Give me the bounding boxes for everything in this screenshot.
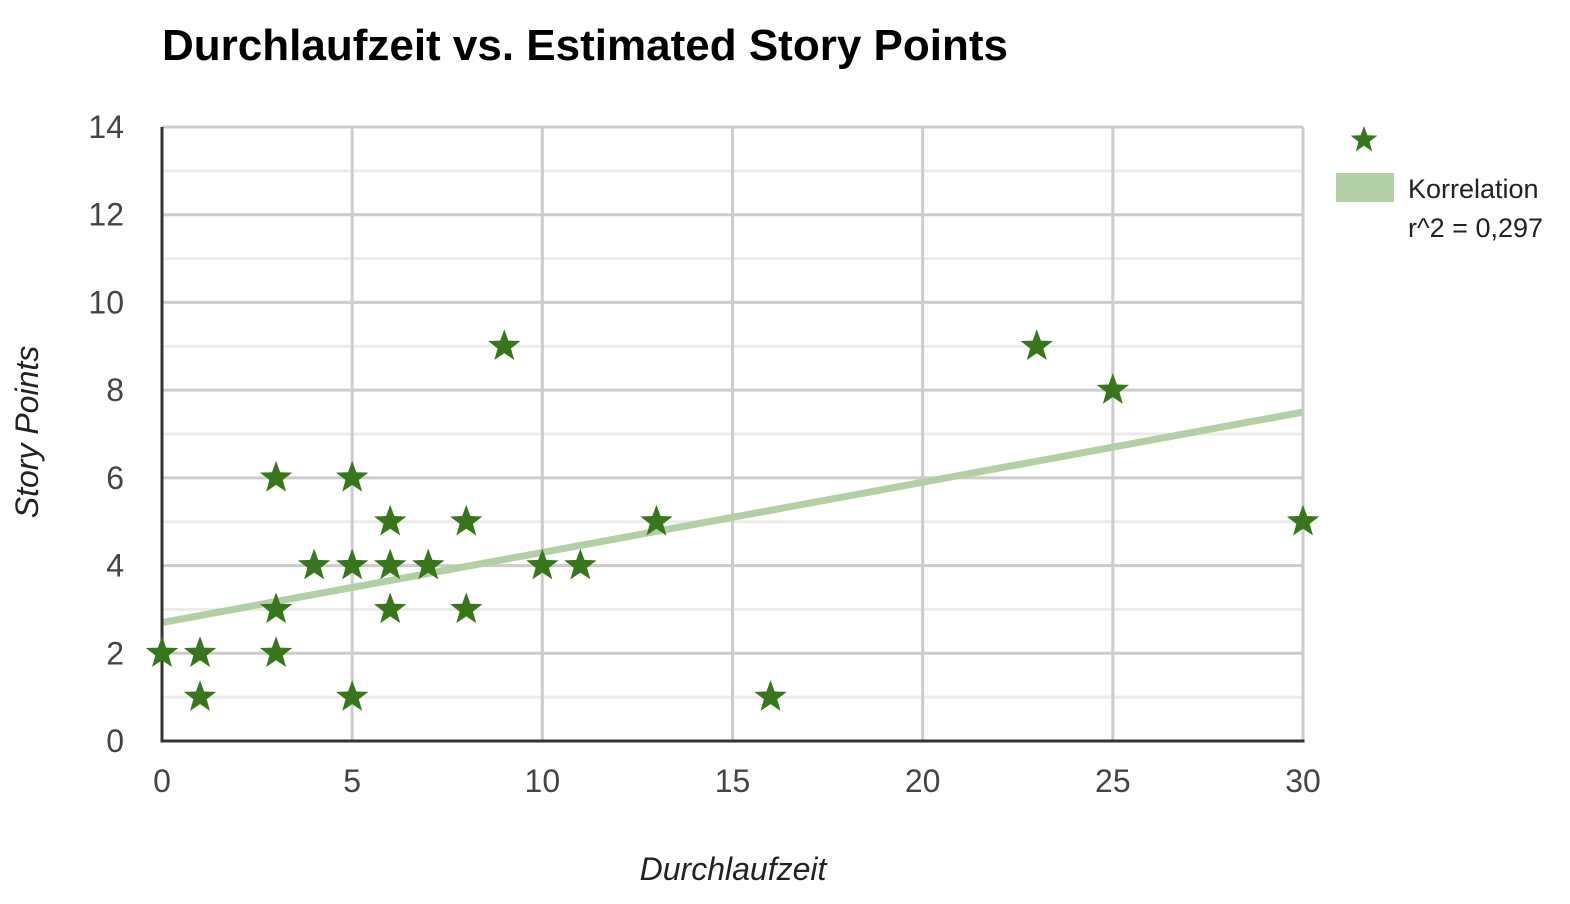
x-tick-label: 30 [1285,763,1321,799]
trendline-path [161,408,1304,627]
data-point-star [754,680,787,711]
data-point-star [1286,504,1320,536]
y-tick-label: 4 [106,548,124,584]
data-point-star [259,636,293,668]
data-point-star [374,592,407,624]
data-point-star [412,548,445,580]
x-tick-label: 10 [525,763,561,799]
data-point-star [145,636,179,668]
data-point-star [526,548,559,580]
data-point-star [450,592,483,624]
legend-star-icon [1350,126,1378,152]
y-tick-label: 6 [106,460,124,496]
x-tick-labels: 0 5 10 15 20 25 30 [153,763,1321,799]
y-tick-label: 12 [88,197,124,233]
grid-lines [162,125,1305,741]
data-point-star [297,548,331,580]
data-point-star [259,592,293,624]
x-tick-label: 5 [343,763,361,799]
data-point-star [259,460,293,492]
x-axis-title: Durchlaufzeit [640,851,828,887]
x-tick-label: 0 [153,763,171,799]
data-point-star [374,548,407,580]
data-point-star [183,680,217,711]
y-tick-label: 2 [106,635,124,671]
data-point-star [450,504,483,536]
x-tick-label: 15 [715,763,751,799]
data-point-star [1096,373,1129,404]
x-tick-label: 20 [905,763,941,799]
y-tick-label: 0 [106,723,124,759]
legend-trendline-swatch [1336,173,1394,202]
data-point-star [640,504,673,536]
data-point-star [336,460,369,492]
data-point-star [488,329,521,361]
y-tick-label: 8 [106,372,124,408]
data-point-star [1020,329,1053,361]
y-tick-label: 10 [88,284,124,320]
data-points [145,329,1320,711]
legend: Korrelation r^2 = 0,297 [1336,126,1543,243]
data-point-star [374,504,407,536]
data-point-star [336,548,369,580]
data-point-star [183,636,217,668]
trendline [161,408,1304,627]
chart-title: Durchlaufzeit vs. Estimated Story Points [162,21,1008,70]
data-point-star [336,680,369,711]
y-axis-title: Story Points [9,346,45,519]
legend-trendline-label: Korrelation [1408,174,1539,204]
y-tick-label: 14 [88,109,124,145]
data-point-star [564,548,597,580]
y-tick-labels: 0 2 4 6 8 10 12 14 [88,109,124,759]
x-tick-label: 25 [1095,763,1131,799]
legend-series-marker [1350,126,1378,152]
legend-trendline-r2: r^2 = 0,297 [1408,213,1543,243]
